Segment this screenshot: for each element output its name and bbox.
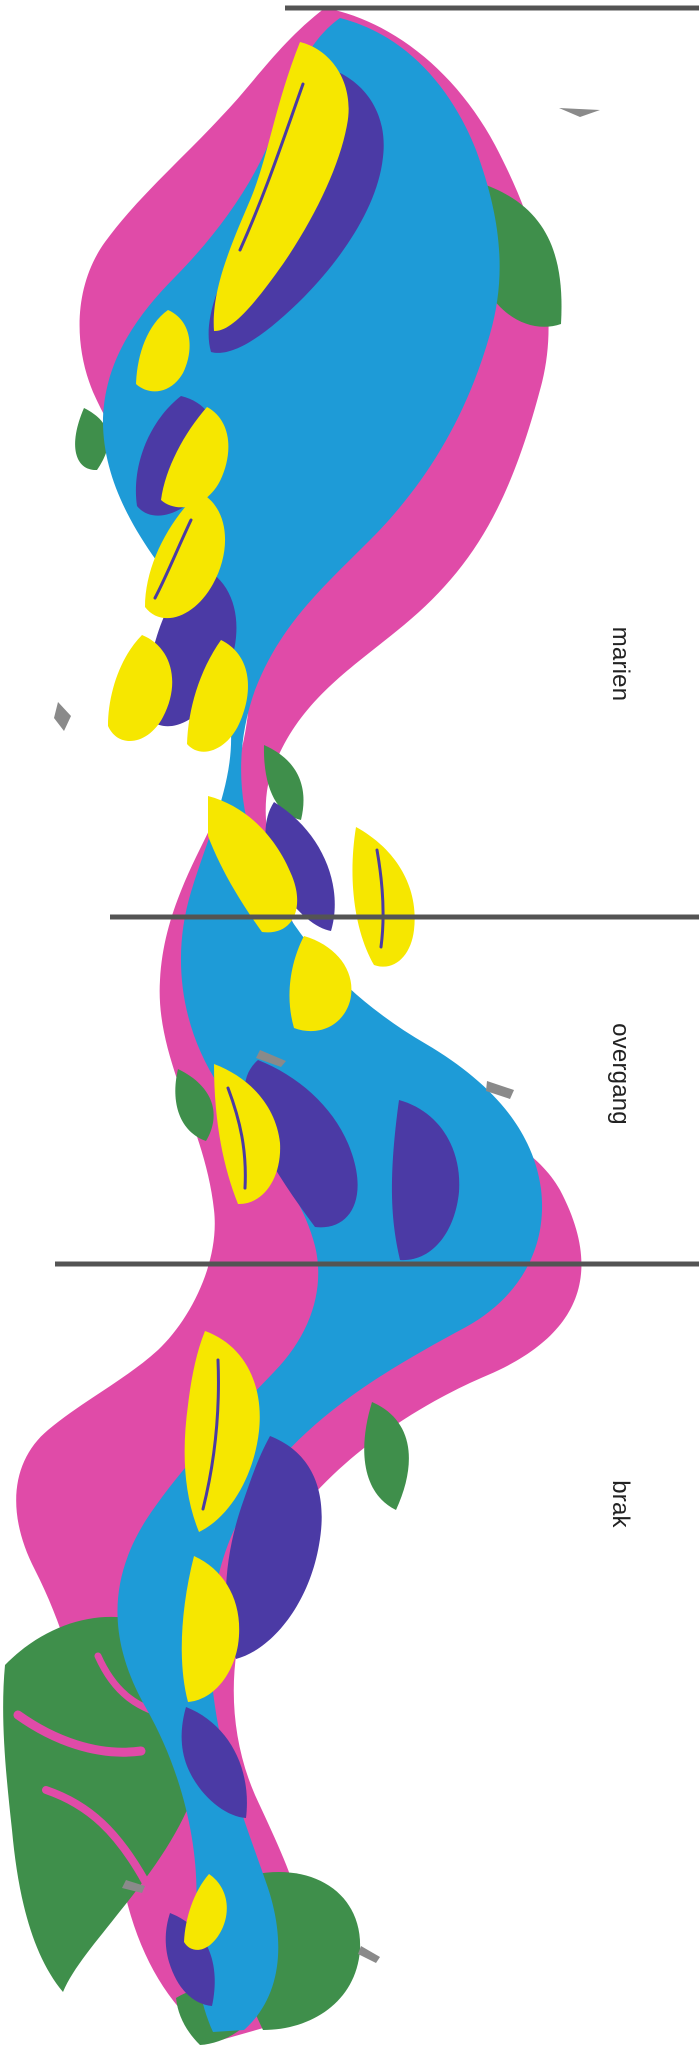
sand-bank-marien-1 bbox=[136, 310, 190, 392]
intertidal-mid-3 bbox=[265, 802, 335, 931]
sand-bank-marien-3 bbox=[145, 492, 226, 619]
sand-channel-4 bbox=[226, 1086, 247, 1190]
grey-marker-top-right bbox=[559, 108, 600, 117]
sand-bank-overgang-3 bbox=[289, 936, 352, 1032]
sand-bank-marien-4 bbox=[108, 635, 173, 742]
green-land-right-mid bbox=[263, 745, 304, 820]
grey-marker-overgang-right bbox=[486, 1081, 514, 1099]
green-land-left-overgang bbox=[175, 1069, 214, 1141]
sand-bank-brak-1 bbox=[184, 1331, 260, 1532]
grey-marker-mid-left bbox=[54, 702, 71, 731]
green-land-left-mid bbox=[75, 408, 109, 471]
sand-bank-brak-3 bbox=[184, 1874, 227, 1950]
intertidal-brak-2 bbox=[181, 1707, 247, 1818]
intertidal-overgang-1 bbox=[244, 1060, 358, 1228]
marsh-channel-1 bbox=[13, 1710, 146, 1757]
grey-marker-lower-right bbox=[358, 1946, 380, 1963]
intertidal-overgang-2 bbox=[391, 1100, 460, 1261]
zone-label-brak: brak bbox=[607, 1480, 634, 1528]
sand-bank-overgang-1 bbox=[208, 796, 298, 933]
intertidal-bottom bbox=[165, 1913, 215, 2006]
marsh-channel-2 bbox=[42, 1786, 149, 1885]
sand-channel-3 bbox=[375, 848, 385, 949]
zone-label-overgang: overgang bbox=[607, 1023, 634, 1125]
sand-bank-upper bbox=[213, 42, 349, 332]
grey-marker-overgang-left bbox=[256, 1050, 286, 1067]
grey-marker-lower-left bbox=[122, 1880, 145, 1893]
sand-bank-marien-2 bbox=[161, 407, 229, 508]
intertidal-brak-1 bbox=[225, 1436, 322, 1659]
sand-channel-2 bbox=[153, 518, 193, 600]
zone-label-marien: marien bbox=[607, 626, 634, 702]
sand-channel-5 bbox=[201, 1358, 220, 1511]
sand-channel-1 bbox=[238, 82, 305, 252]
green-land-right-brak bbox=[364, 1402, 409, 1510]
sand-bank-brak-2 bbox=[181, 1556, 240, 1702]
sand-bank-marien-5 bbox=[187, 640, 248, 752]
